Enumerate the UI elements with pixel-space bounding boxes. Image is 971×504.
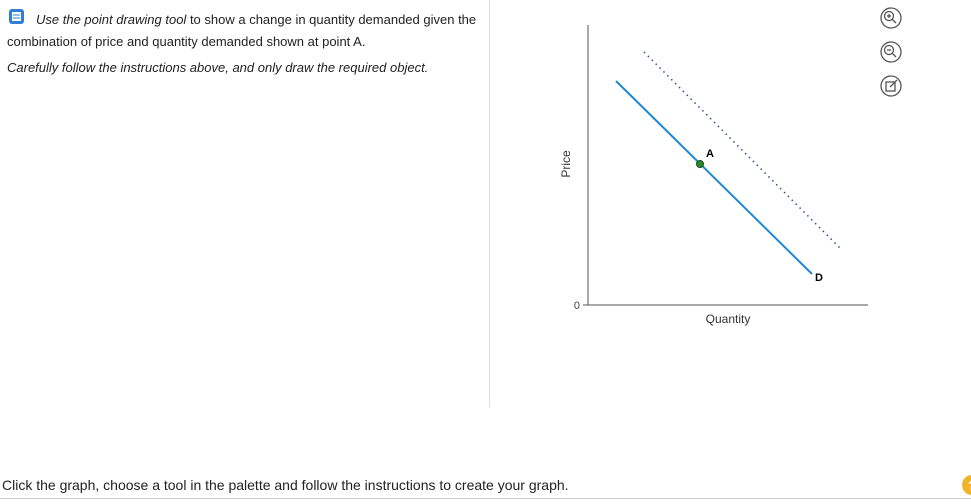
- origin-label: 0: [574, 300, 580, 312]
- help-label: ?: [968, 478, 971, 493]
- zoom-out-button[interactable]: [880, 41, 902, 63]
- curve-label: D: [815, 272, 823, 284]
- y-axis-label: Price: [559, 150, 573, 178]
- demand-curve[interactable]: [615, 80, 813, 275]
- dotted-guide: [643, 51, 841, 249]
- instruction-rest: to show a change in quantity demanded gi…: [7, 12, 477, 49]
- bottom-border: [0, 498, 971, 499]
- x-axis-label: Quantity: [706, 312, 751, 326]
- instruction-icon: [9, 9, 24, 24]
- instruction-lead: Use the point drawing tool: [36, 12, 187, 27]
- divider: [489, 0, 490, 407]
- instruction: Use the point drawing tool to show a cha…: [7, 9, 485, 53]
- help-button[interactable]: ?: [962, 475, 971, 495]
- expand-button[interactable]: [880, 75, 902, 97]
- zoom-in-button[interactable]: [880, 7, 902, 29]
- footer: Click the graph, choose a tool in the pa…: [2, 477, 569, 493]
- note: Carefully follow the instructions above,…: [7, 60, 429, 75]
- point-label: A: [706, 148, 714, 160]
- point-a[interactable]: [696, 160, 704, 168]
